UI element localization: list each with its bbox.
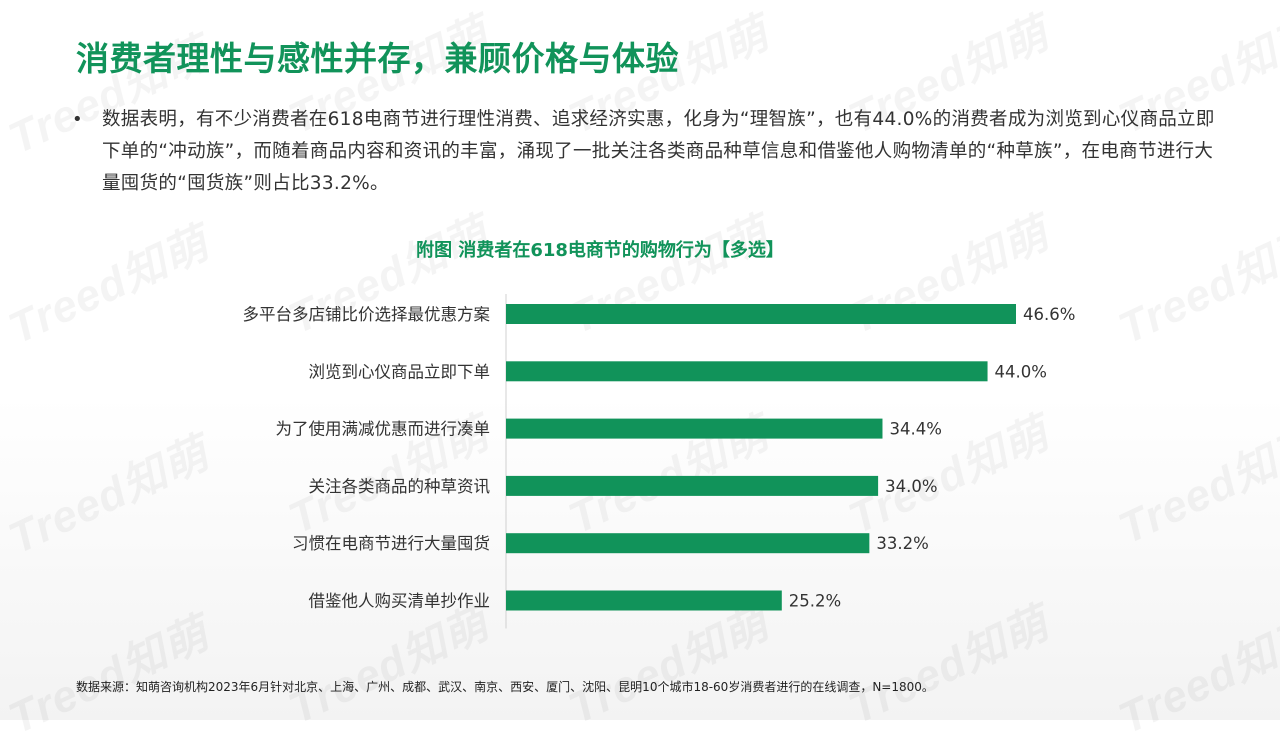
bar [506,418,883,439]
bar [506,361,988,382]
category-label: 习惯在电商节进行大量囤货 [292,534,490,553]
category-label: 借鉴他人购买清单抄作业 [309,592,491,611]
bullet-icon: • [72,109,83,130]
bar [506,533,870,554]
value-label: 34.0% [885,477,937,496]
value-label: 33.2% [876,534,928,553]
value-label: 44.0% [995,362,1047,381]
category-label: 关注各类商品的种草资讯 [309,477,491,496]
value-label: 25.2% [789,592,841,611]
chart-title: 附图 消费者在618电商节的购物行为【多选】 [416,240,784,261]
summary-text: 数据表明，有不少消费者在618电商节进行理性消费、追求经济实惠，化身为“理智族”… [102,109,1215,194]
summary-bullet: • 数据表明，有不少消费者在618电商节进行理性消费、追求经济实惠，化身为“理智… [72,104,1222,200]
value-label: 46.6% [1023,305,1075,324]
category-label: 多平台多店铺比价选择最优惠方案 [243,305,491,324]
bar [506,475,879,496]
page-title: 消费者理性与感性并存，兼顾价格与体验 [76,39,679,78]
value-label: 34.4% [889,420,941,439]
category-label: 浏览到心仪商品立即下单 [309,362,491,381]
data-source: 数据来源：知萌咨询机构2023年6月针对北京、上海、广州、成都、武汉、南京、西安… [76,680,934,694]
category-label: 为了使用满减优惠而进行凑单 [276,420,491,439]
bar-chart: 多平台多店铺比价选择最优惠方案 46.6% 浏览到心仪商品立即下单 44.0% 为了使用… [243,294,1075,629]
bar [506,590,782,611]
bar [506,304,1016,324]
